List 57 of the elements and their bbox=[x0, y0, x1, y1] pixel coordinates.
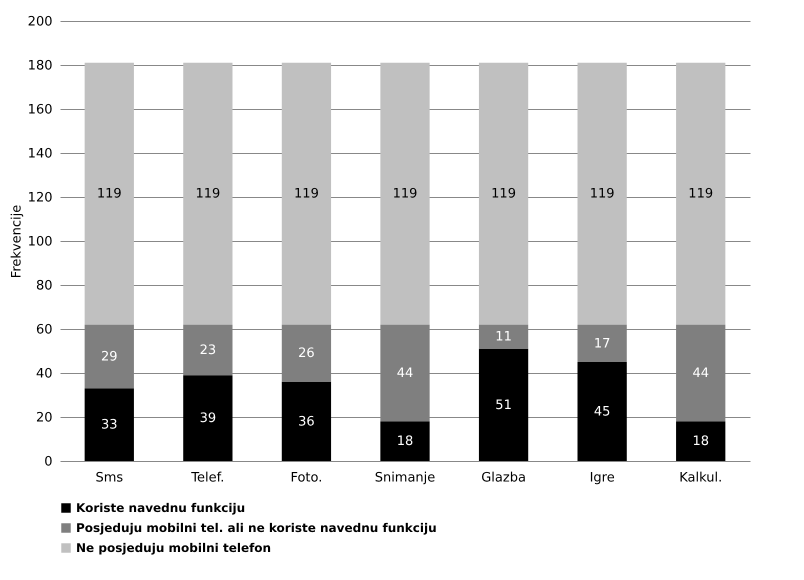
data-label: 33 bbox=[101, 418, 118, 433]
data-label: 26 bbox=[298, 346, 315, 362]
data-label: 119 bbox=[491, 186, 516, 202]
bar bbox=[478, 348, 528, 461]
legend-label: Koriste navednu funkciju bbox=[76, 501, 246, 515]
data-label: 29 bbox=[101, 350, 118, 364]
y-axis-title: Frekvencije bbox=[10, 204, 25, 278]
data-label: 11 bbox=[495, 330, 512, 345]
y-tick-label: 180 bbox=[28, 58, 52, 74]
y-tick-label: 100 bbox=[28, 234, 52, 250]
data-label: 119 bbox=[392, 186, 418, 202]
bar bbox=[478, 62, 528, 325]
x-tick-label: Igre bbox=[590, 470, 615, 486]
data-label: 17 bbox=[594, 336, 610, 352]
y-tick-label: 0 bbox=[44, 454, 52, 470]
x-tick-label: Telef. bbox=[190, 470, 224, 486]
bar bbox=[282, 62, 332, 325]
data-label: 18 bbox=[692, 434, 709, 450]
data-label: 23 bbox=[200, 342, 216, 358]
y-tick-label: 20 bbox=[36, 410, 52, 426]
data-label: 45 bbox=[594, 404, 610, 420]
x-tick-label: Glazba bbox=[481, 470, 526, 486]
x-tick-label: Snimanje bbox=[374, 470, 436, 486]
bar bbox=[380, 421, 430, 461]
legend-label: Posjeduju mobilni tel. ali ne koriste navednu funkciju bbox=[76, 521, 437, 535]
bar bbox=[282, 382, 332, 461]
bar bbox=[183, 375, 232, 461]
y-tick-label: 80 bbox=[36, 278, 52, 294]
y-tick-label: 140 bbox=[28, 146, 52, 162]
x-tick-label: Sms bbox=[95, 470, 124, 486]
bar bbox=[578, 62, 627, 325]
data-label: 36 bbox=[298, 414, 315, 430]
bar bbox=[578, 362, 627, 461]
data-label: 119 bbox=[590, 186, 615, 202]
data-label: 18 bbox=[396, 434, 414, 450]
y-tick-label: 160 bbox=[28, 102, 52, 118]
data-label: 119 bbox=[96, 186, 122, 202]
legend-label: Ne posjeduju mobilni telefon bbox=[76, 541, 272, 555]
data-label: 39 bbox=[200, 411, 216, 426]
bar bbox=[84, 62, 134, 325]
y-tick-label: 40 bbox=[36, 366, 52, 382]
bar bbox=[183, 62, 232, 325]
bar bbox=[84, 388, 134, 461]
data-label: 51 bbox=[495, 398, 512, 413]
y-tick-label: 60 bbox=[36, 322, 52, 338]
data-label: 119 bbox=[688, 186, 714, 202]
bar bbox=[676, 421, 726, 461]
bar bbox=[676, 62, 726, 325]
y-tick-label: 120 bbox=[28, 190, 52, 206]
x-tick-label: Foto. bbox=[290, 470, 322, 486]
x-tick-label: Kalkul. bbox=[679, 470, 722, 486]
data-label: 44 bbox=[396, 366, 414, 381]
data-label: 119 bbox=[195, 186, 220, 202]
y-tick-label: 200 bbox=[28, 14, 52, 30]
bar bbox=[380, 62, 430, 325]
data-label: 119 bbox=[294, 186, 319, 202]
data-label: 44 bbox=[692, 366, 709, 381]
